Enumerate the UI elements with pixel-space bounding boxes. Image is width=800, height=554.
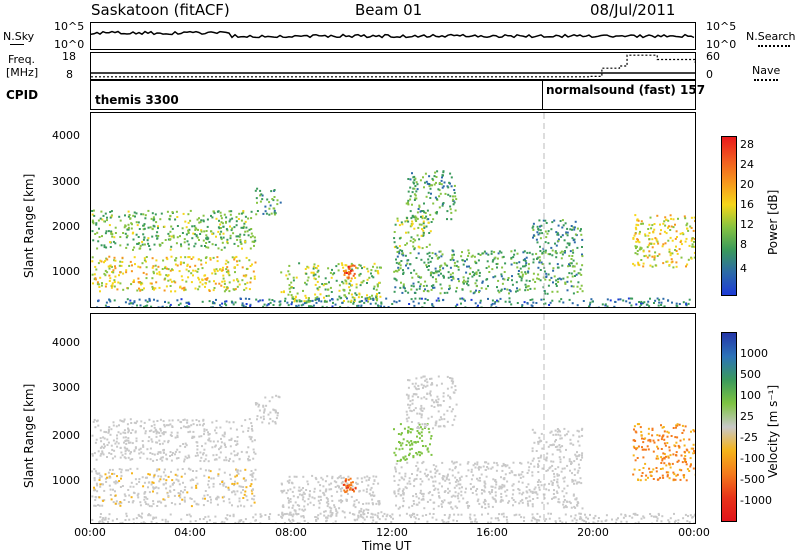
velocity-echo-region-8: [531, 427, 584, 463]
xtick-6: 00:00: [678, 526, 710, 539]
power-echo-region-2: [254, 187, 282, 216]
velocity-ylabel: Slant Range [km]: [22, 383, 36, 488]
velocity-cb-label-500: 500: [740, 368, 761, 381]
cpid-panel: themis 3300 normalsound (fast) 157: [90, 80, 705, 110]
xtick-4: 16:00: [476, 526, 508, 539]
power-cb-label-16: 16: [740, 198, 754, 211]
search-tick-high: 10^5: [706, 20, 737, 33]
power-echo-region-5: [393, 215, 433, 251]
velocity-echo-region-0: [91, 418, 257, 463]
power-heatmap: [91, 113, 695, 307]
power-echo-region-4: [342, 264, 357, 280]
power-echo-region-6: [405, 170, 458, 221]
cpid-label: CPID: [6, 88, 39, 102]
nave-legend-dots: [754, 79, 778, 81]
power-echo-region-10: [96, 297, 691, 307]
sky-label: N.Sky: [3, 30, 35, 43]
velocity-heatmap: [91, 314, 695, 523]
search-label: N.Search: [746, 30, 796, 43]
power-cb-label-28: 28: [740, 138, 754, 151]
xaxis-title: Time UT: [362, 539, 412, 553]
power-colorbar: [721, 136, 737, 296]
power-colorbar-title: Power [dB]: [766, 189, 780, 255]
freq-label: Freq.: [8, 53, 36, 66]
velocity-ytick-4000: 4000: [52, 336, 80, 349]
velocity-echo-region-2: [254, 394, 281, 425]
velocity-echo-region-3: [280, 474, 383, 519]
xtick-2: 08:00: [275, 526, 307, 539]
power-cb-label-4: 4: [740, 262, 747, 275]
freq-nave-plot: [91, 54, 695, 78]
velocity-ytick-3000: 3000: [52, 381, 80, 394]
velocity-ytick-2000: 2000: [52, 429, 80, 442]
power-cb-label-8: 8: [740, 238, 747, 251]
velocity-colorbar-title: Velocity [m s⁻¹]: [766, 384, 780, 478]
power-ytick-2000: 2000: [52, 220, 80, 233]
nave-label: Nave: [752, 64, 781, 77]
power-ytick-4000: 4000: [52, 129, 80, 142]
sky-search-panel: [90, 22, 696, 50]
xtick-0: 00:00: [74, 526, 106, 539]
freq-tick-high: 18: [62, 50, 76, 63]
xtick-3: 12:00: [376, 526, 408, 539]
power-cb-label-12: 12: [740, 218, 754, 231]
freq-unit-label: [MHz]: [6, 66, 39, 79]
power-echo-region-7: [393, 249, 584, 295]
velocity-echo-region-5: [393, 423, 433, 462]
velocity-cb-label-m100: -100: [740, 452, 765, 465]
date-title: 08/Jul/2011: [590, 1, 676, 19]
search-tick-low: 10^0: [706, 38, 737, 51]
power-panel: [90, 112, 696, 308]
nave-tick-low: 0: [706, 68, 713, 81]
power-cb-label-20: 20: [740, 178, 754, 191]
velocity-echo-region-7: [393, 460, 584, 510]
velocity-colorbar: [721, 332, 737, 522]
nave-tick-high: 60: [706, 50, 720, 63]
power-echo-region-8: [531, 219, 584, 250]
power-ytick-3000: 3000: [52, 175, 80, 188]
velocity-cb-label-1000: 1000: [740, 347, 768, 360]
velocity-cb-label-m25: -25: [740, 431, 758, 444]
velocity-cb-label-25: 25: [740, 410, 754, 423]
power-echo-region-1: [91, 255, 257, 293]
velocity-echo-region-4: [342, 477, 357, 494]
cpid-mode-2: normalsound (fast) 157: [546, 83, 706, 97]
velocity-cb-label-m1000: -1000: [740, 494, 772, 507]
freq-nave-panel: [90, 52, 696, 80]
power-ytick-1000: 1000: [52, 265, 80, 278]
power-echo-region-9: [632, 214, 695, 269]
sky-tick-high: 10^5: [54, 20, 85, 33]
sky-legend-line: [10, 44, 24, 45]
velocity-cb-label-100: 100: [740, 389, 761, 402]
sky-tick-low: 10^0: [54, 38, 85, 51]
beam-title: Beam 01: [355, 1, 423, 19]
freq-tick-low: 8: [66, 68, 73, 81]
cpid-mode-divider: [542, 81, 543, 109]
cpid-mode-1: themis 3300: [95, 93, 179, 107]
velocity-panel: [90, 313, 696, 524]
power-ylabel: Slant Range [km]: [22, 173, 36, 278]
velocity-ytick-1000: 1000: [52, 474, 80, 487]
velocity-cb-label-m500: -500: [740, 473, 765, 486]
sky-search-plot: [91, 30, 695, 39]
velocity-echo-region-1: [91, 467, 257, 508]
velocity-echo-region-9: [632, 423, 695, 482]
search-legend-dots: [758, 45, 790, 47]
xtick-5: 20:00: [577, 526, 609, 539]
velocity-echo-region-6: [405, 375, 458, 430]
power-cb-label-24: 24: [740, 158, 754, 171]
station-title: Saskatoon (fitACF): [91, 1, 230, 19]
xtick-1: 04:00: [174, 526, 206, 539]
power-echo-region-0: [91, 209, 257, 251]
power-echo-region-3: [280, 262, 382, 304]
velocity-echo-region-10: [91, 512, 695, 523]
